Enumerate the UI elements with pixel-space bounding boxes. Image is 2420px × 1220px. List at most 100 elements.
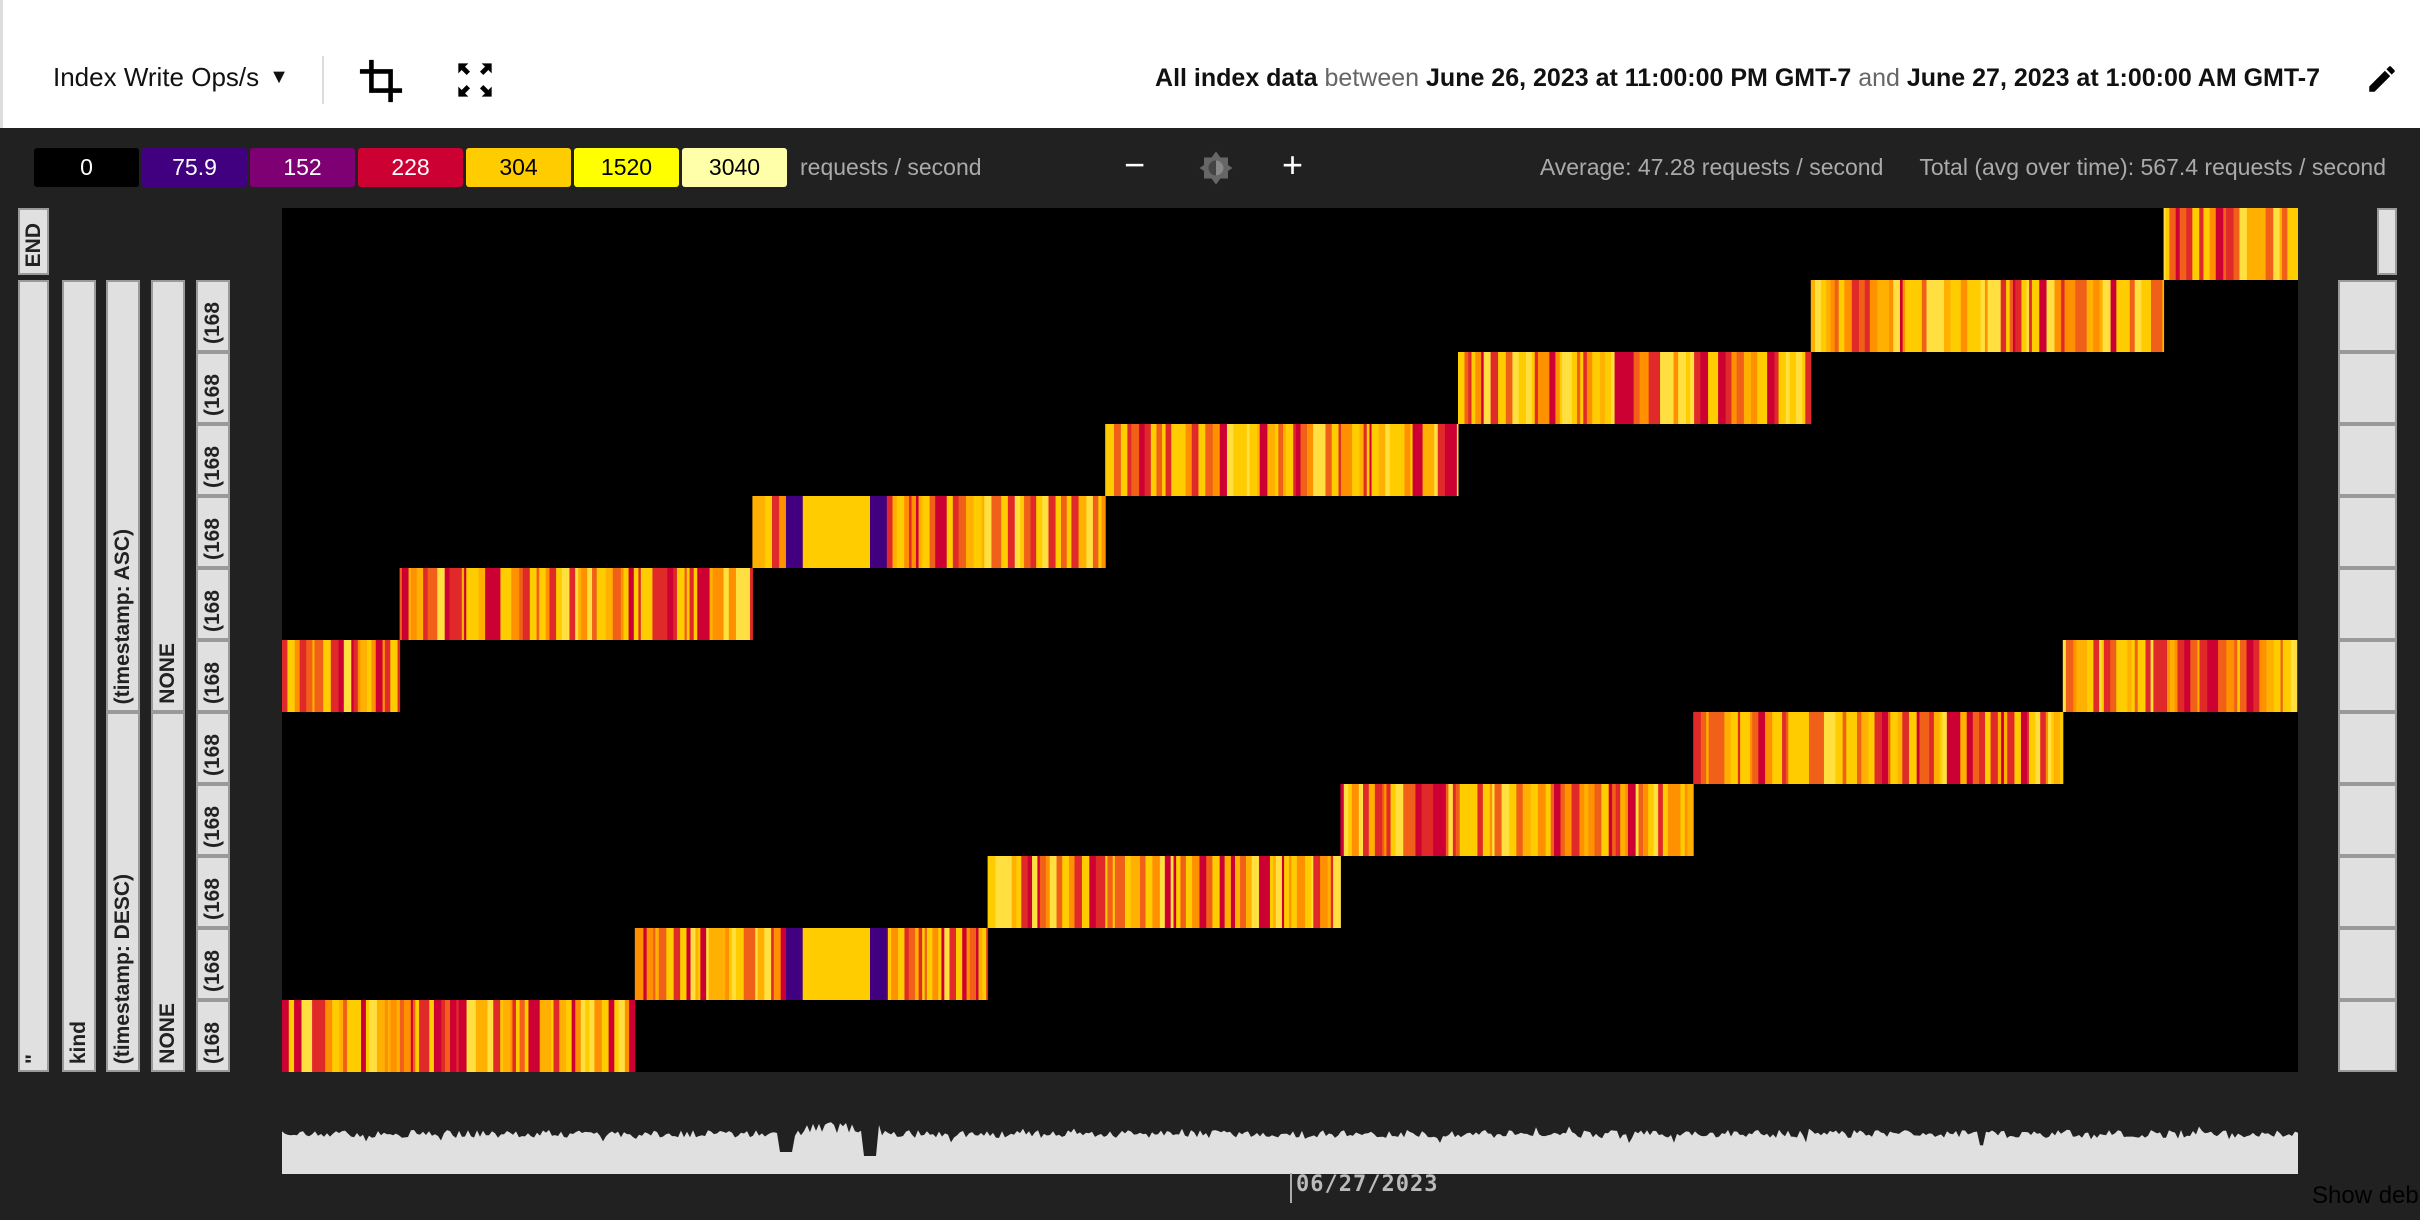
key-label-none[interactable]: NONE bbox=[151, 280, 185, 712]
zoom-in-button[interactable]: + bbox=[1282, 144, 1304, 185]
heatmap-cell bbox=[2046, 280, 2056, 352]
key-label-text: (168 bbox=[201, 733, 224, 776]
heatmap-cell bbox=[571, 1000, 576, 1072]
metric-dropdown[interactable]: Index Write Ops/s ▼ bbox=[53, 62, 289, 93]
heatmap-cell bbox=[1152, 856, 1161, 928]
heatmap-cell bbox=[299, 640, 307, 712]
heatmap-cell bbox=[1711, 352, 1719, 424]
heatmap-cell bbox=[1861, 712, 1869, 784]
heatmap-cell bbox=[1952, 280, 1956, 352]
right-key-cell[interactable] bbox=[2338, 280, 2397, 352]
heatmap-cell bbox=[578, 568, 582, 640]
heatmap-cell bbox=[1095, 856, 1099, 928]
heatmap-cell bbox=[1412, 424, 1420, 496]
key-label-id[interactable]: (168 bbox=[196, 928, 230, 1000]
heatmap-cell bbox=[1531, 352, 1536, 424]
right-key-cell[interactable] bbox=[2338, 352, 2397, 424]
heatmap-cell bbox=[620, 568, 625, 640]
heatmap-cell bbox=[1987, 280, 1991, 352]
heatmap-cell bbox=[2190, 640, 2198, 712]
heatmap-cell bbox=[427, 568, 434, 640]
heatmap-cell bbox=[1537, 784, 1547, 856]
right-key-end[interactable] bbox=[2377, 208, 2397, 275]
heatmap-cell bbox=[1419, 424, 1424, 496]
heatmap-cell bbox=[502, 1000, 511, 1072]
key-label-root[interactable]: " bbox=[18, 280, 49, 1072]
heatmap-cell bbox=[575, 568, 579, 640]
right-key-cell[interactable] bbox=[2338, 496, 2397, 568]
key-label-timestamp-asc[interactable]: (timestamp: ASC) bbox=[106, 280, 140, 712]
heatmap-cell bbox=[1390, 784, 1397, 856]
show-debug-link[interactable]: Show debu bbox=[2312, 1182, 2420, 1209]
key-label-id[interactable]: (168 bbox=[196, 856, 230, 928]
heatmap-cell bbox=[1708, 352, 1712, 424]
heatmap-cell bbox=[743, 928, 750, 1000]
heatmap-cell bbox=[2127, 640, 2133, 712]
key-label-timestamp-desc[interactable]: (timestamp: DESC) bbox=[106, 712, 140, 1072]
heatmap-cell bbox=[2021, 280, 2027, 352]
zoom-out-button[interactable]: − bbox=[1124, 144, 1146, 185]
brightness-icon[interactable] bbox=[1198, 150, 1234, 191]
heatmap-cell bbox=[475, 1000, 481, 1072]
heatmap-cell bbox=[995, 856, 1000, 928]
heatmap-cell bbox=[1820, 280, 1827, 352]
pencil-icon[interactable] bbox=[2365, 62, 2399, 101]
key-label-id[interactable]: (168 bbox=[196, 1000, 230, 1072]
heatmap-cell bbox=[1985, 712, 1992, 784]
heatmap-cell bbox=[1584, 784, 1589, 856]
heatmap-cell bbox=[420, 568, 424, 640]
key-label-id[interactable]: (168 bbox=[196, 784, 230, 856]
heatmap-cell bbox=[594, 1000, 603, 1072]
fullscreen-icon[interactable] bbox=[455, 60, 495, 105]
key-label-id[interactable]: (168 bbox=[196, 280, 230, 352]
heatmap-cell bbox=[354, 1000, 362, 1072]
heatmap[interactable] bbox=[282, 208, 2298, 1072]
activity-sparkline[interactable] bbox=[282, 1100, 2298, 1174]
heatmap-cell bbox=[1205, 424, 1214, 496]
heatmap-cell bbox=[544, 1000, 552, 1072]
key-label-end[interactable]: END bbox=[18, 208, 49, 275]
heatmap-cell bbox=[1782, 712, 1787, 784]
heatmap-cell bbox=[515, 1000, 521, 1072]
right-key-cell[interactable] bbox=[2338, 568, 2397, 640]
heatmap-cell bbox=[2137, 640, 2147, 712]
heatmap-cell bbox=[1284, 856, 1290, 928]
heatmap-cell bbox=[2040, 712, 2047, 784]
heatmap-cell bbox=[2026, 280, 2030, 352]
crop-icon[interactable] bbox=[358, 58, 404, 109]
right-key-cell[interactable] bbox=[2338, 1000, 2397, 1072]
key-label-id[interactable]: (168 bbox=[196, 640, 230, 712]
heatmap-cell bbox=[596, 568, 604, 640]
heatmap-cell bbox=[1089, 856, 1097, 928]
heatmap-cell bbox=[1943, 280, 1952, 352]
heatmap-cell bbox=[1449, 424, 1458, 496]
key-label-id[interactable]: (168 bbox=[196, 496, 230, 568]
heatmap-cell bbox=[294, 1000, 303, 1072]
right-key-cell[interactable] bbox=[2338, 640, 2397, 712]
legend-swatch: 3040 bbox=[682, 148, 787, 187]
right-key-cell[interactable] bbox=[2338, 856, 2397, 928]
key-label-text: (168 bbox=[201, 949, 224, 992]
key-label-id[interactable]: (168 bbox=[196, 568, 230, 640]
key-label-id[interactable]: (168 bbox=[196, 712, 230, 784]
heatmap-cell bbox=[369, 1000, 378, 1072]
key-label-none[interactable]: NONE bbox=[151, 712, 185, 1072]
right-key-cell[interactable] bbox=[2338, 928, 2397, 1000]
key-label-id[interactable]: (168 bbox=[196, 424, 230, 496]
heatmap-cell bbox=[1882, 712, 1889, 784]
heatmap-cell bbox=[1893, 280, 1901, 352]
right-key-cell[interactable] bbox=[2338, 424, 2397, 496]
heatmap-cell-uniform bbox=[802, 496, 870, 568]
key-label-id[interactable]: (168 bbox=[196, 352, 230, 424]
heatmap-cell bbox=[633, 568, 639, 640]
key-label-text: (168 bbox=[201, 589, 224, 632]
heatmap-cell bbox=[1192, 856, 1200, 928]
heatmap-cell bbox=[2179, 208, 2187, 280]
right-key-cell[interactable] bbox=[2338, 784, 2397, 856]
right-key-cell[interactable] bbox=[2338, 712, 2397, 784]
heatmap-cell bbox=[932, 928, 939, 1000]
heatmap-cell bbox=[952, 496, 960, 568]
heatmap-cell bbox=[1130, 856, 1137, 928]
heatmap-cell bbox=[411, 568, 418, 640]
key-label-kind[interactable]: kind bbox=[62, 280, 96, 1072]
